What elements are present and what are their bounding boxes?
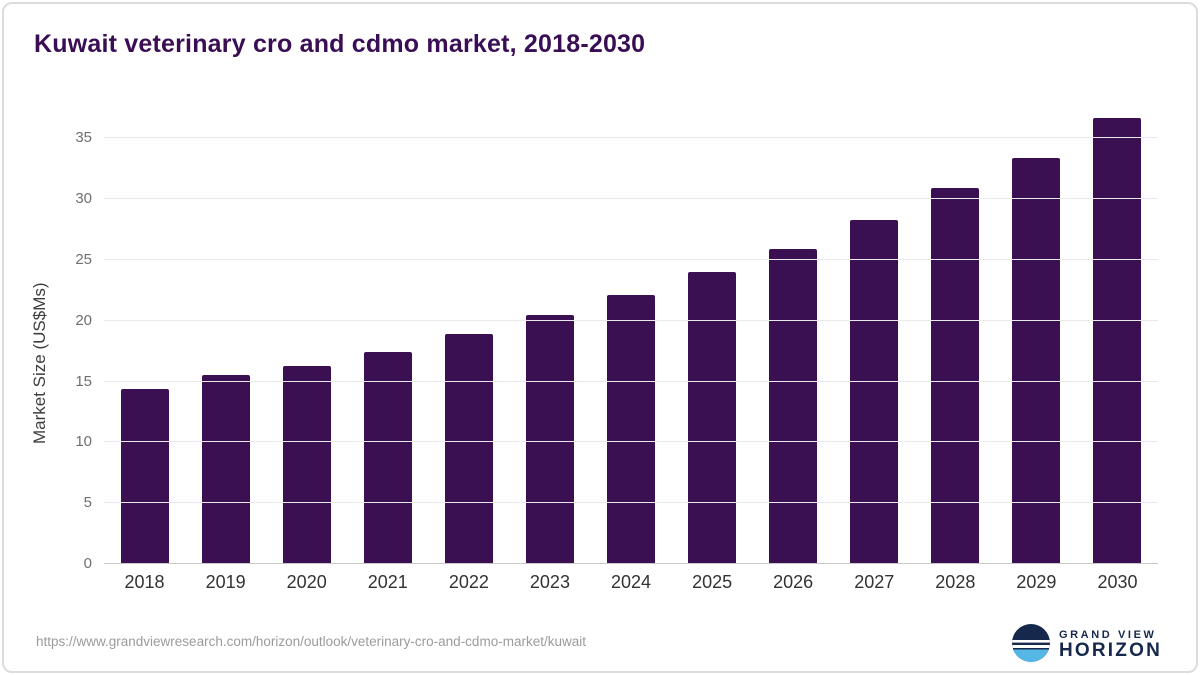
x-tick-label-2026: 2026 xyxy=(773,572,814,592)
bar-column-2023 xyxy=(509,109,590,564)
bar-2022 xyxy=(444,334,493,564)
x-tick-label-2020: 2020 xyxy=(286,572,327,592)
gridline-20 xyxy=(104,319,1158,321)
bar-2023 xyxy=(525,314,574,564)
bar-column-2028 xyxy=(915,109,996,564)
bar-2018 xyxy=(120,388,169,564)
x-tick-label-2025: 2025 xyxy=(692,572,733,592)
brand-logo-text: GRAND VIEW HORIZON xyxy=(1058,628,1162,662)
gridline-25 xyxy=(104,258,1158,260)
source-url: https://www.grandviewresearch.com/horizo… xyxy=(36,634,586,649)
y-tick-label-5: 5 xyxy=(83,494,92,512)
bar-column-2019 xyxy=(185,109,266,564)
x-tick-label-2024: 2024 xyxy=(610,572,652,592)
bar-2029 xyxy=(1012,157,1061,564)
x-tick-label-2022: 2022 xyxy=(448,572,489,592)
bar-2021 xyxy=(363,352,412,564)
x-tick-label-2019: 2019 xyxy=(205,572,246,592)
x-tick-label-2028: 2028 xyxy=(935,572,976,592)
x-tick-label-2018: 2018 xyxy=(124,572,165,592)
y-tick-label-30: 30 xyxy=(75,190,92,208)
y-tick-label-35: 35 xyxy=(75,129,92,147)
bar-column-2018 xyxy=(104,109,185,564)
brand-name-top: GRAND VIEW xyxy=(1058,628,1157,641)
bar-2028 xyxy=(931,188,980,564)
bar-2020 xyxy=(282,365,331,564)
bar-2026 xyxy=(769,248,818,564)
y-tick-label-20: 20 xyxy=(75,311,92,329)
x-tick-label-2029: 2029 xyxy=(1016,572,1057,592)
bar-2027 xyxy=(850,219,899,564)
y-tick-label-15: 15 xyxy=(75,372,92,390)
x-tick-label-2030: 2030 xyxy=(1097,572,1138,592)
gridline-10 xyxy=(104,441,1158,443)
gridline-30 xyxy=(104,198,1158,200)
gridline-35 xyxy=(104,137,1158,139)
bar-column-2024 xyxy=(590,109,671,564)
x-axis-labels: 2018 2019 2020 2021 2022 2023 2024 2025 2026 2027… xyxy=(104,572,1158,593)
gridline-0 xyxy=(104,563,1158,564)
gridline-15 xyxy=(104,380,1158,382)
bar-column-2021 xyxy=(347,109,428,564)
brand-logo: GRAND VIEW HORIZON xyxy=(1011,624,1162,667)
bars-group xyxy=(104,109,1158,564)
chart-title: Kuwait veterinary cro and cdmo market, 2… xyxy=(34,30,646,58)
x-tick-label-2021: 2021 xyxy=(367,572,408,592)
y-tick-label-10: 10 xyxy=(75,433,92,451)
bar-column-2022 xyxy=(428,109,509,564)
bar-2019 xyxy=(201,375,250,564)
gridline-5 xyxy=(104,502,1158,504)
x-tick-label-2027: 2027 xyxy=(854,572,895,592)
bar-2030 xyxy=(1093,117,1142,564)
bar-column-2027 xyxy=(834,109,915,564)
bar-2024 xyxy=(607,295,655,564)
bar-2025 xyxy=(688,272,737,564)
y-tick-label-25: 25 xyxy=(75,250,92,268)
y-axis-label: Market Size (US$Ms) xyxy=(30,282,49,444)
bar-column-2020 xyxy=(266,109,347,564)
bar-column-2026 xyxy=(753,109,834,564)
bar-column-2029 xyxy=(996,109,1077,564)
horizon-logo-icon xyxy=(1011,624,1050,667)
bar-column-2030 xyxy=(1077,109,1158,564)
bar-column-2025 xyxy=(672,109,753,564)
plot-area: 0 5 10 15 20 25 30 35 xyxy=(75,109,1158,572)
x-tick-label-2023: 2023 xyxy=(529,572,570,592)
brand-name-bottom: HORIZON xyxy=(1058,640,1162,662)
y-tick-label-0: 0 xyxy=(83,555,92,572)
